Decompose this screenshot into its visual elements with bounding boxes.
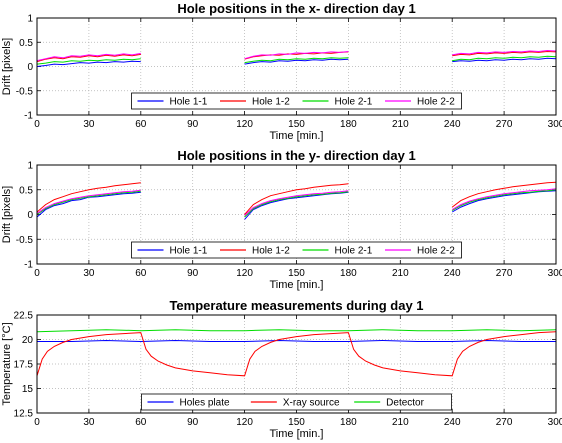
legend: Holes plate X-ray source Detector <box>141 393 452 411</box>
series-line-x-ray-source <box>37 331 556 377</box>
x-tick-label: 180 <box>340 119 357 130</box>
x-tick-label: 270 <box>496 268 513 279</box>
x-tick-label: 30 <box>83 417 95 428</box>
x-tick-label: 150 <box>288 417 305 428</box>
x-tick-label: 60 <box>135 417 147 428</box>
x-tick-label: 90 <box>187 268 199 279</box>
x-tick-label: 240 <box>444 119 461 130</box>
y-tick-label: 17.5 <box>14 360 34 371</box>
x-tick-label: 210 <box>392 268 409 279</box>
x-tick-label: 180 <box>340 417 357 428</box>
x-tick-label: 120 <box>236 417 253 428</box>
y-tick-label: -0.5 <box>16 86 34 97</box>
x-tick-label: 300 <box>548 417 562 428</box>
legend-label: Hole 2-1 <box>335 97 373 108</box>
x-axis-label: Time [min.] <box>270 279 324 291</box>
y-tick-label: 0.5 <box>19 38 33 49</box>
y-tick-label: 0 <box>27 62 33 73</box>
x-tick-label: 90 <box>187 119 199 130</box>
legend-label: Holes plate <box>180 398 230 409</box>
x-tick-label: 150 <box>288 268 305 279</box>
legend: Hole 1-1 Hole 1-2 Hole 2-1 Hole 2-2 <box>131 241 462 259</box>
chart-panel-2: Hole positions in the y- direction day 1… <box>1 148 562 291</box>
series-line-hole-1-2 <box>37 50 556 63</box>
x-tick-label: 0 <box>34 417 40 428</box>
x-tick-label: 210 <box>392 417 409 428</box>
x-tick-label: 120 <box>236 119 253 130</box>
series-line-hole-2-1 <box>37 189 556 218</box>
legend: Hole 1-1 Hole 1-2 Hole 2-1 Hole 2-2 <box>131 92 462 110</box>
axes-box <box>36 17 557 116</box>
x-tick-label: 240 <box>444 417 461 428</box>
chart-panel-1: Hole positions in the x- direction day 1… <box>1 1 562 142</box>
y-tick-label: 22.5 <box>14 311 34 322</box>
y-tick-label: 0 <box>27 210 33 221</box>
y-tick-label: 0.5 <box>19 185 33 196</box>
legend-box <box>141 393 452 411</box>
legend-label: Hole 2-2 <box>417 97 455 108</box>
legend-label: Hole 2-2 <box>417 246 455 257</box>
x-tick-label: 270 <box>496 119 513 130</box>
series-line-holes-plate <box>37 339 556 343</box>
y-tick-label: 1 <box>27 14 33 25</box>
series-line-hole-1-2 <box>37 181 556 215</box>
x-tick-label: 210 <box>392 119 409 130</box>
x-tick-label: 240 <box>444 268 461 279</box>
y-tick-label: 15 <box>22 384 34 395</box>
legend-label: Hole 2-1 <box>335 246 373 257</box>
axes-box <box>36 164 557 265</box>
y-tick-label: 1 <box>27 161 33 172</box>
x-tick-label: 60 <box>135 268 147 279</box>
series-line-detector <box>37 329 556 333</box>
x-tick-label: 30 <box>83 268 95 279</box>
legend-label: Hole 1-2 <box>252 97 290 108</box>
x-tick-label: 270 <box>496 417 513 428</box>
series-line-hole-2-1 <box>37 55 556 65</box>
x-axis-label: Time [min.] <box>270 130 324 142</box>
x-tick-label: 60 <box>135 119 147 130</box>
legend-label: X-ray source <box>283 398 340 409</box>
x-tick-label: 90 <box>187 417 199 428</box>
chart-title: Temperature measurements during day 1 <box>169 298 423 313</box>
chart-title: Hole positions in the y- direction day 1 <box>177 148 415 163</box>
y-tick-label: 20 <box>22 335 34 346</box>
axes-box <box>36 314 557 414</box>
series-line-hole-1-1 <box>37 57 556 67</box>
y-tick-label: -1 <box>24 111 33 122</box>
legend-label: Detector <box>386 398 424 409</box>
x-tick-label: 300 <box>548 119 562 130</box>
y-tick-label: 12.5 <box>14 409 34 420</box>
y-tick-label: -0.5 <box>16 235 34 246</box>
x-tick-label: 120 <box>236 268 253 279</box>
x-tick-label: 150 <box>288 119 305 130</box>
series-line-hole-2-2 <box>37 49 556 62</box>
x-tick-label: 0 <box>34 119 40 130</box>
legend-label: Hole 1-1 <box>170 246 208 257</box>
x-tick-label: 30 <box>83 119 95 130</box>
x-tick-label: 300 <box>548 268 562 279</box>
legend-label: Hole 1-2 <box>252 246 290 257</box>
legend-box <box>131 92 462 110</box>
chart-panel-3: Temperature measurements during day 1 0 30… <box>1 298 562 440</box>
legend-label: Hole 1-1 <box>170 97 208 108</box>
y-axis-label: Drift [pixels] <box>1 186 13 243</box>
x-tick-label: 180 <box>340 268 357 279</box>
x-axis-label: Time [min.] <box>270 428 324 440</box>
legend-box <box>131 241 462 259</box>
series-line-hole-2-2 <box>37 188 556 216</box>
y-axis-label: Temperature [°C] <box>1 322 13 405</box>
y-axis-label: Drift [pixels] <box>1 38 13 95</box>
x-tick-label: 0 <box>34 268 40 279</box>
chart-title: Hole positions in the x- direction day 1 <box>177 1 415 16</box>
y-tick-label: -1 <box>24 260 33 271</box>
